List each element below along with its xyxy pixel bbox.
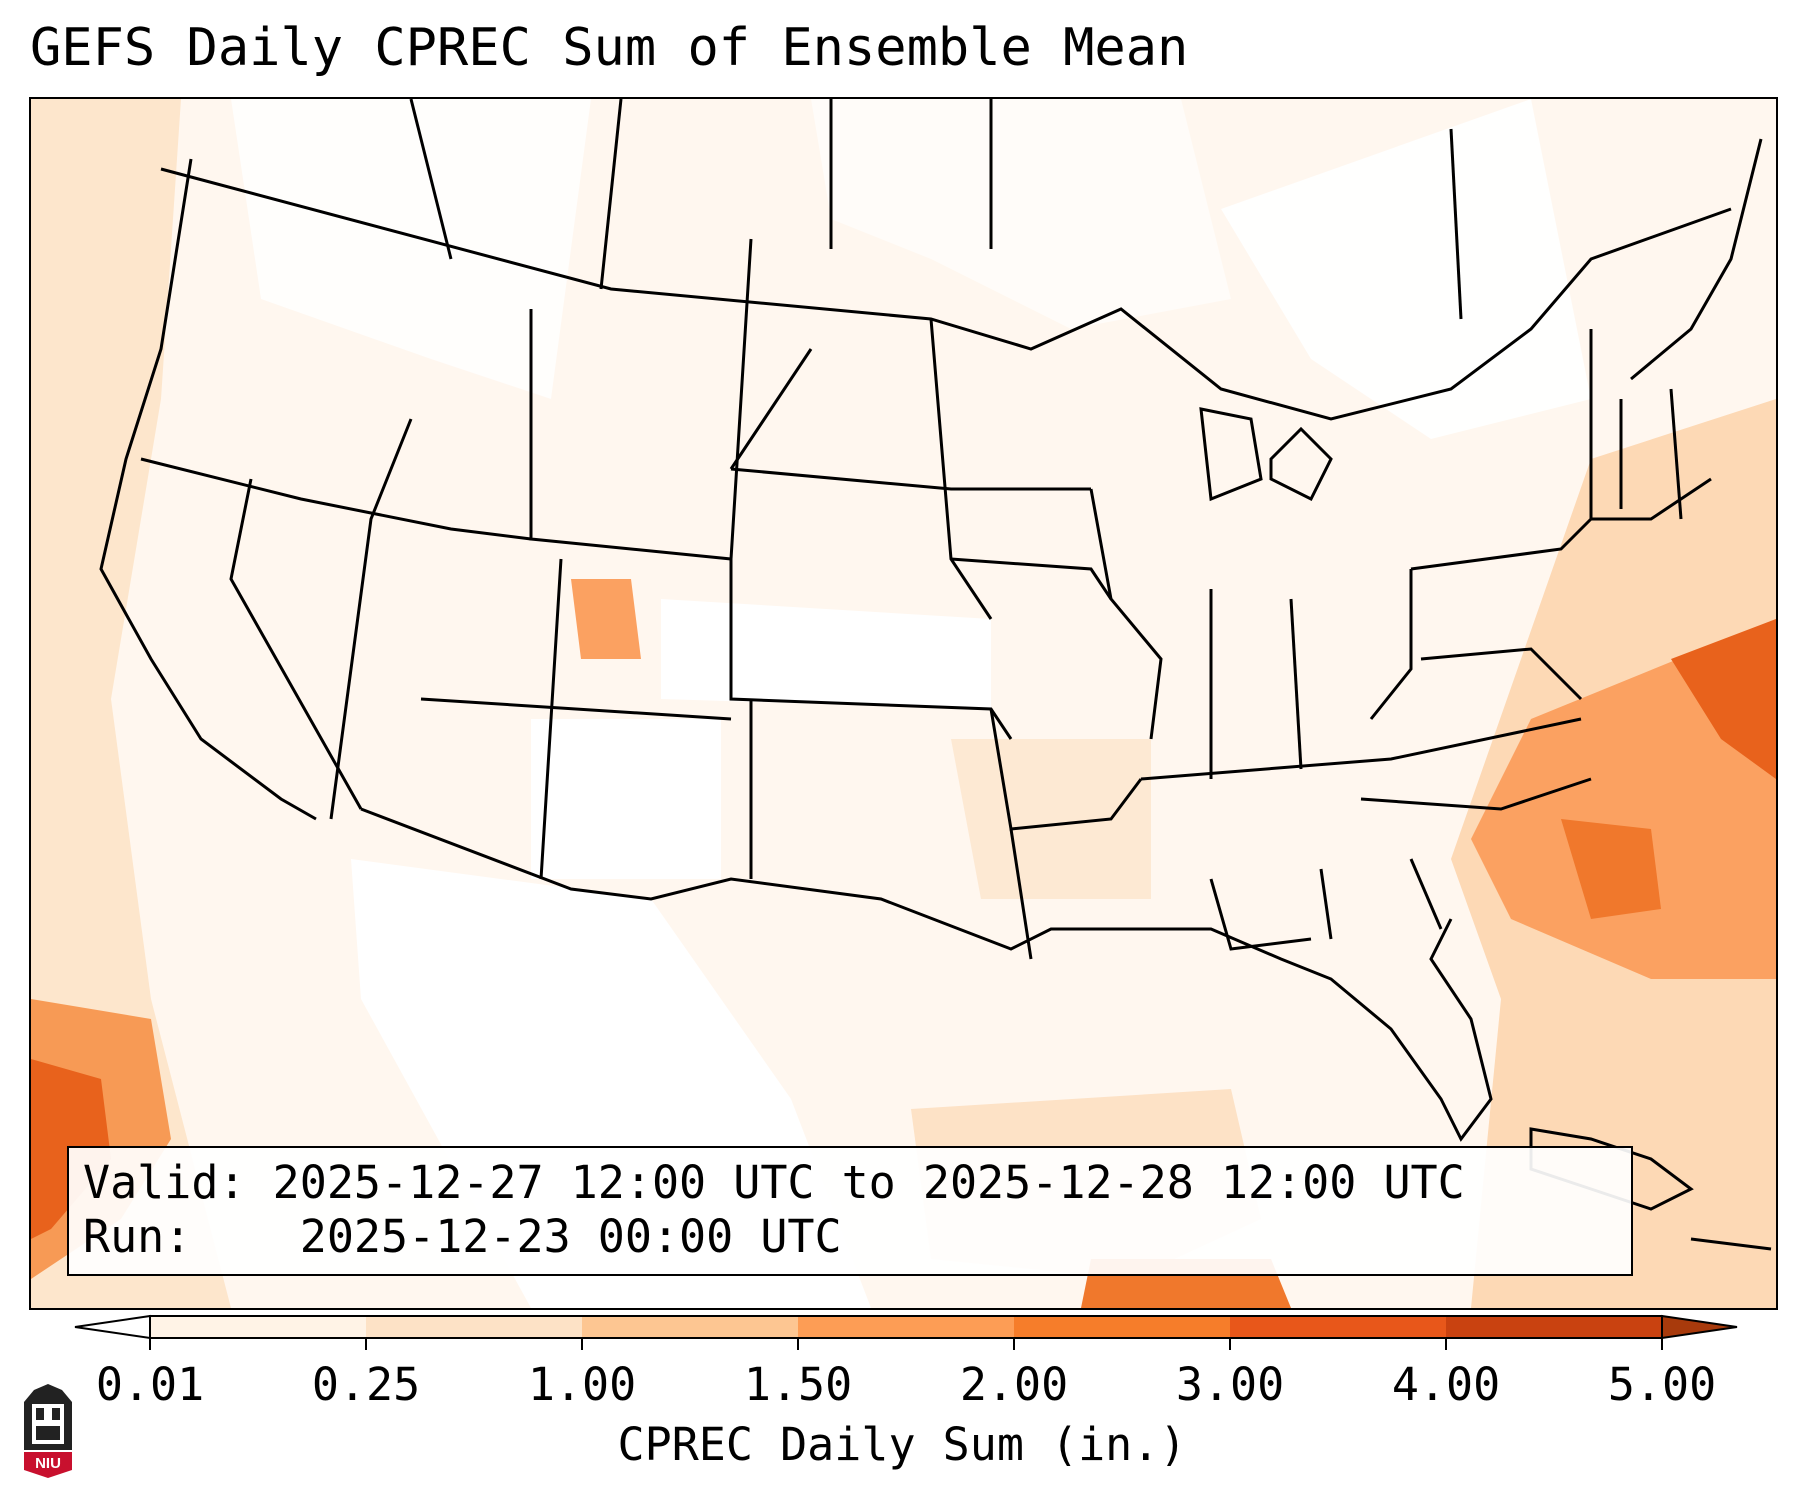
land-new-mexico bbox=[531, 719, 721, 879]
colorbar-segment bbox=[798, 1316, 1015, 1338]
colorbar-label: CPREC Daily Sum (in.) bbox=[617, 1418, 1187, 1471]
map-title: GEFS Daily CPREC Sum of Ensemble Mean bbox=[30, 18, 1189, 78]
valid-label: Valid: bbox=[83, 1156, 246, 1209]
colorbar-tick-label: 4.00 bbox=[1391, 1358, 1501, 1411]
run-label: Run: bbox=[83, 1210, 192, 1263]
precip-area-atlantic-core bbox=[1671, 619, 1776, 779]
valid-value: 2025-12-27 12:00 UTC to 2025-12-28 12:00… bbox=[272, 1156, 1465, 1209]
colorbar-tick-label: 2.00 bbox=[959, 1358, 1069, 1411]
map-canvas bbox=[31, 99, 1776, 1308]
run-line: Run: 2025-12-23 00:00 UTC bbox=[83, 1210, 1617, 1264]
precip-map bbox=[29, 97, 1778, 1310]
run-value: 2025-12-23 00:00 UTC bbox=[299, 1210, 842, 1263]
colorbar-tick-label: 3.00 bbox=[1175, 1358, 1285, 1411]
logo-text: NIU bbox=[35, 1455, 61, 1472]
colorbar-tick-label: 5.00 bbox=[1607, 1358, 1717, 1411]
colorbar bbox=[74, 1314, 1738, 1350]
land-northwest bbox=[231, 99, 591, 399]
colorbar-segment bbox=[150, 1316, 367, 1338]
colorbar-tick-label: 1.00 bbox=[527, 1358, 637, 1411]
colorbar-tick-label: 0.01 bbox=[95, 1358, 205, 1411]
precip-area-colorado bbox=[571, 579, 641, 659]
colorbar-segments bbox=[74, 1314, 1738, 1340]
colorbar-extend-high bbox=[1661, 1314, 1738, 1340]
niu-logo: NIU bbox=[24, 1384, 72, 1478]
colorbar-extend-low bbox=[74, 1314, 151, 1340]
colorbar-segment bbox=[582, 1316, 799, 1338]
precip-area-atlantic-core2 bbox=[1561, 819, 1661, 919]
precip-area-pacific bbox=[31, 99, 231, 1308]
colorbar-segment bbox=[366, 1316, 583, 1338]
colorbar-tick-label: 1.50 bbox=[743, 1358, 853, 1411]
colorbar-outline bbox=[149, 1315, 1663, 1339]
precip-area-atlantic-heavy bbox=[1471, 619, 1776, 979]
land-kansas bbox=[661, 599, 991, 709]
colorbar-segment bbox=[1446, 1316, 1663, 1338]
colorbar-tick-label: 0.25 bbox=[311, 1358, 421, 1411]
colorbar-ticks bbox=[149, 1338, 1663, 1350]
colorbar-segment bbox=[1230, 1316, 1447, 1338]
colorbar-segment bbox=[1014, 1316, 1231, 1338]
valid-line: Valid: 2025-12-27 12:00 UTC to 2025-12-2… bbox=[83, 1156, 1617, 1210]
land-north-central bbox=[811, 99, 1231, 329]
political-boundaries bbox=[99, 99, 1772, 1251]
valid-run-box: Valid: 2025-12-27 12:00 UTC to 2025-12-2… bbox=[67, 1146, 1633, 1276]
land-arkansas bbox=[951, 739, 1151, 899]
